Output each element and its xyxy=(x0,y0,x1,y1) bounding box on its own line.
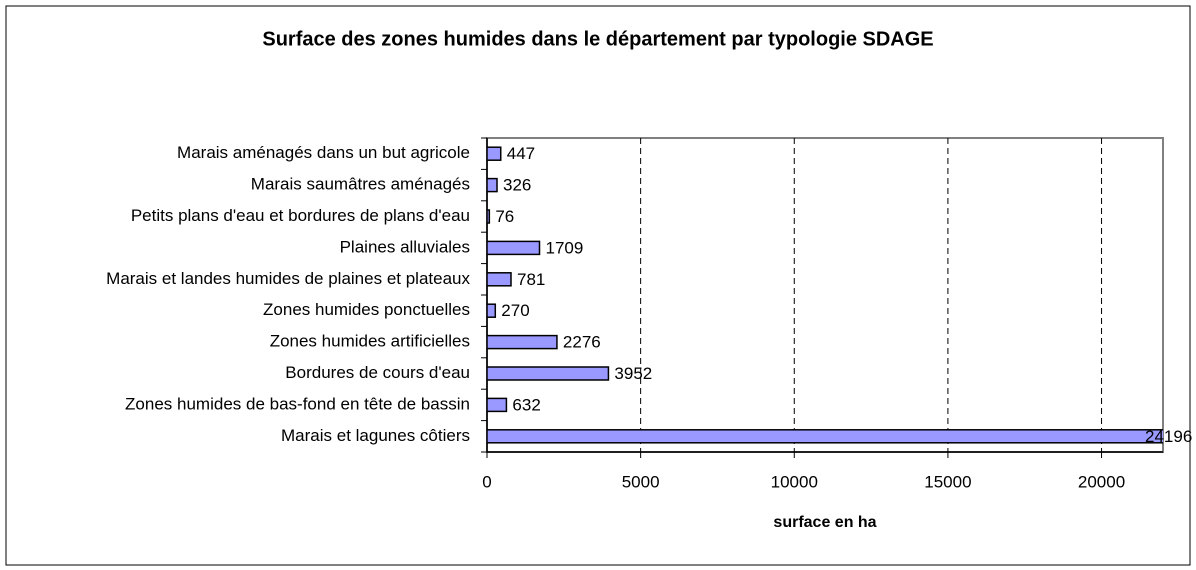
bar xyxy=(487,146,502,161)
bar xyxy=(487,272,512,287)
y-tick-label: Bordures de cours d'eau xyxy=(285,363,470,382)
data-label: 447 xyxy=(507,144,535,163)
bar xyxy=(487,209,491,224)
data-label: 1709 xyxy=(546,238,584,257)
y-tick-label: Zones humides artificielles xyxy=(270,332,470,351)
data-label: 2276 xyxy=(563,333,601,352)
data-label: 76 xyxy=(495,207,514,226)
y-tick-label: Marais et lagunes côtiers xyxy=(281,426,470,445)
y-tick-label: Petits plans d'eau et bordures de plans … xyxy=(131,206,470,225)
y-tick-label: Zones humides de bas-fond en tête de bas… xyxy=(125,394,470,413)
bar xyxy=(487,429,1163,444)
bar xyxy=(487,240,541,256)
bars xyxy=(487,146,1163,444)
data-label: 632 xyxy=(512,395,540,414)
y-tick-label: Zones humides ponctuelles xyxy=(263,300,470,319)
y-tick-label: Marais aménagés dans un but agricole xyxy=(177,143,470,162)
y-tick-label: Plaines alluviales xyxy=(340,237,470,256)
x-tick-label: 15000 xyxy=(924,472,971,491)
data-label: 24196 xyxy=(1145,427,1192,446)
x-axis-title: surface en ha xyxy=(773,514,876,531)
bar xyxy=(487,334,558,350)
x-tick-label: 10000 xyxy=(771,472,818,491)
y-tick-label: Marais et landes humides de plaines et p… xyxy=(106,269,470,288)
plot-area xyxy=(486,137,1164,453)
data-label: 326 xyxy=(503,176,531,195)
data-label: 781 xyxy=(517,270,545,289)
chart-title: Surface des zones humides dans le départ… xyxy=(262,28,933,50)
data-label: 3952 xyxy=(614,364,652,383)
bar xyxy=(487,303,497,318)
bar xyxy=(487,177,498,193)
bar xyxy=(487,366,610,381)
x-tick-label: 20000 xyxy=(1078,472,1125,491)
data-label: 270 xyxy=(501,301,529,320)
y-tick-label: Marais saumâtres aménagés xyxy=(251,175,470,194)
x-tick-label: 0 xyxy=(482,472,491,491)
x-tick-label: 5000 xyxy=(622,472,660,491)
bar xyxy=(487,397,508,413)
